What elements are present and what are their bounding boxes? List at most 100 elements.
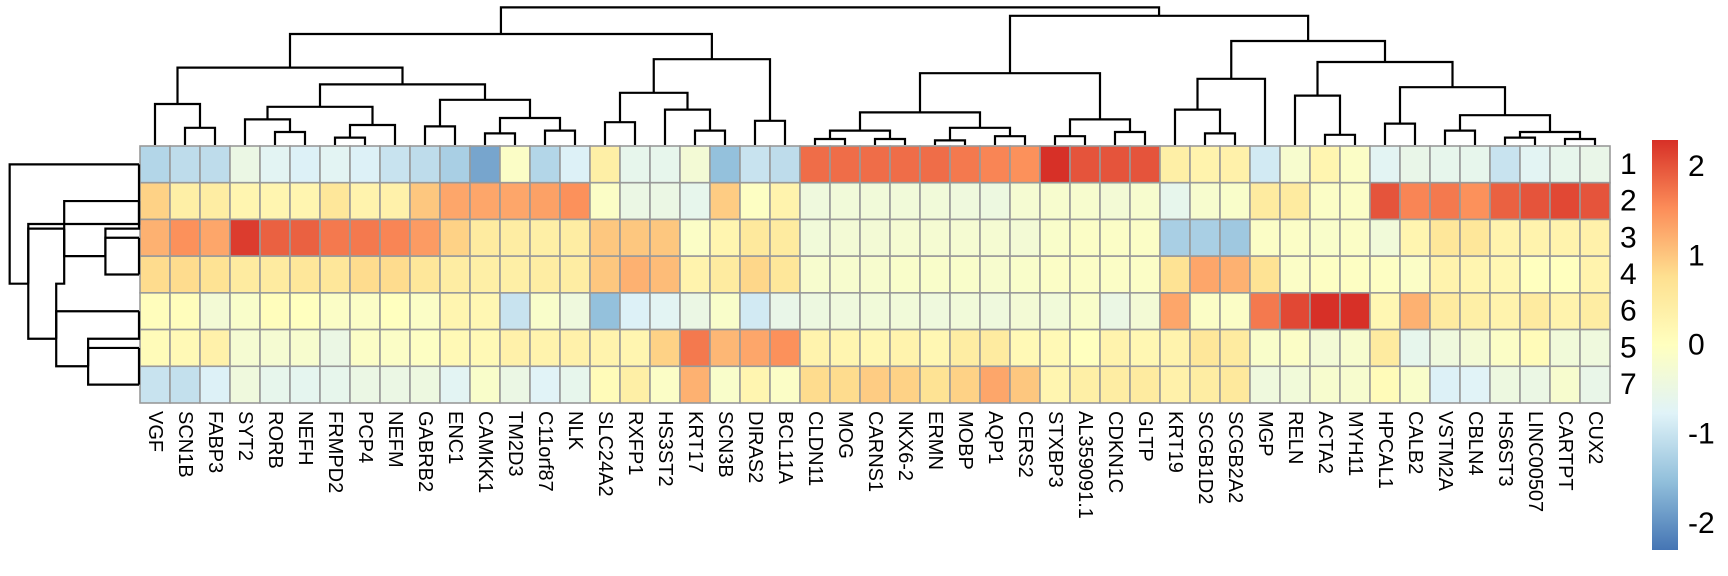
heatmap-cell (679, 181, 711, 221)
heatmap-cell (319, 181, 351, 221)
heatmap-cell (949, 255, 981, 294)
heatmap-cell (1279, 292, 1311, 331)
heatmap-cell (229, 292, 261, 331)
heatmap-cell (829, 145, 861, 184)
heatmap-cell (1249, 218, 1281, 257)
heatmap-cell (349, 255, 381, 294)
heatmap-cell (1129, 292, 1161, 331)
heatmap-cell (499, 218, 531, 257)
heatmap-cell (1189, 365, 1221, 404)
column-label: CUX2 (1584, 411, 1606, 464)
heatmap-cell (439, 145, 471, 184)
column-labels: VGF SCN1B FABP3 SYT2 RORB NEFH FRMPD2 PCP4 NEFM G… (144, 411, 1606, 519)
column-label: ERMN (924, 411, 946, 470)
heatmap-cell (799, 292, 831, 331)
heatmap-cell (709, 255, 741, 294)
heatmap-cell (349, 292, 381, 331)
legend-tick-label: -1 (1688, 418, 1715, 451)
heatmap-cell (1249, 365, 1281, 404)
heatmap-cell (199, 365, 231, 404)
heatmap-cell (169, 255, 201, 294)
heatmap-cell (409, 365, 441, 404)
heatmap-cell (709, 328, 741, 368)
heatmap-cell (1129, 145, 1161, 184)
heatmap-cell (619, 145, 651, 184)
heatmap-cell (709, 181, 741, 221)
heatmap-cell (859, 292, 891, 331)
heatmap-cell (1189, 218, 1221, 257)
column-label: AL359091.1 (1074, 411, 1096, 519)
color-scale-legend: 2 1 0 -1 -2 (1652, 140, 1715, 550)
heatmap-cell (1429, 292, 1461, 331)
heatmap-cell (709, 145, 741, 184)
heatmap-cell (589, 365, 621, 404)
heatmap-cell (559, 181, 591, 221)
heatmap-cell (199, 255, 231, 294)
heatmap-cell (469, 218, 501, 257)
heatmap-cell (769, 145, 801, 184)
heatmap-cell (979, 328, 1011, 368)
heatmap-cell (439, 328, 471, 368)
heatmap-cell (1009, 328, 1041, 368)
heatmap-cell (229, 145, 261, 184)
heatmap-cell (1159, 292, 1191, 331)
heatmap-cell (559, 145, 591, 184)
heatmap-cell (379, 365, 411, 404)
heatmap-cell (1099, 181, 1131, 221)
heatmap-cell (1159, 145, 1191, 184)
heatmap-cell (1009, 181, 1041, 221)
heatmap-cell (289, 145, 321, 184)
heatmap-cell (169, 292, 201, 331)
row-label: 3 (1620, 221, 1637, 254)
heatmap-cell (1399, 255, 1431, 294)
heatmap-cell (469, 328, 501, 368)
column-label: KRT19 (1164, 411, 1186, 473)
heatmap-cell (1219, 365, 1251, 404)
heatmap-cell (1009, 145, 1041, 184)
heatmap-cell (409, 255, 441, 294)
heatmap-cell (499, 145, 531, 184)
heatmap-cell (499, 365, 531, 404)
heatmap-cell (1069, 145, 1101, 184)
column-dendrogram (153, 6, 1597, 145)
heatmap-cell (289, 292, 321, 331)
heatmap-cell (679, 255, 711, 294)
row-label: 1 (1620, 148, 1637, 181)
heatmap-cell (439, 292, 471, 331)
column-label: SLC24A2 (594, 411, 616, 497)
column-label: MGP (1254, 411, 1276, 457)
heatmap-cell (229, 365, 261, 404)
column-label: TM2D3 (504, 411, 526, 477)
heatmap-cell (1579, 292, 1611, 331)
heatmap-cell (619, 365, 651, 404)
heatmap-cell (1369, 181, 1401, 221)
heatmap-cell (1159, 255, 1191, 294)
heatmap-cell (229, 181, 261, 221)
heatmap-cell (409, 145, 441, 184)
heatmap-cell (799, 181, 831, 221)
heatmap-cell (1099, 145, 1131, 184)
heatmap-cell (1219, 328, 1251, 368)
heatmap-cell (1069, 255, 1101, 294)
heatmap-cell (349, 145, 381, 184)
heatmap-cell (1069, 365, 1101, 404)
heatmap-cell (1309, 292, 1341, 331)
heatmap-cell (379, 145, 411, 184)
heatmap-cell (139, 145, 171, 184)
heatmap-cell (1069, 181, 1101, 221)
heatmap-cell (439, 181, 471, 221)
heatmap-cell (979, 145, 1011, 184)
heatmap-cell (199, 181, 231, 221)
heatmap-cell (199, 145, 231, 184)
column-label: SCGB2A2 (1224, 411, 1246, 503)
heatmap-cell (1279, 181, 1311, 221)
heatmap-cell (979, 255, 1011, 294)
heatmap-cell (1429, 145, 1461, 184)
heatmap-cell (949, 328, 981, 368)
heatmap-cell (529, 292, 561, 331)
column-label: KRT17 (684, 411, 706, 473)
column-label: FRMPD2 (324, 411, 346, 493)
heatmap-cell (1579, 181, 1611, 221)
heatmap-cell (1549, 181, 1581, 221)
heatmap-cell (199, 218, 231, 257)
